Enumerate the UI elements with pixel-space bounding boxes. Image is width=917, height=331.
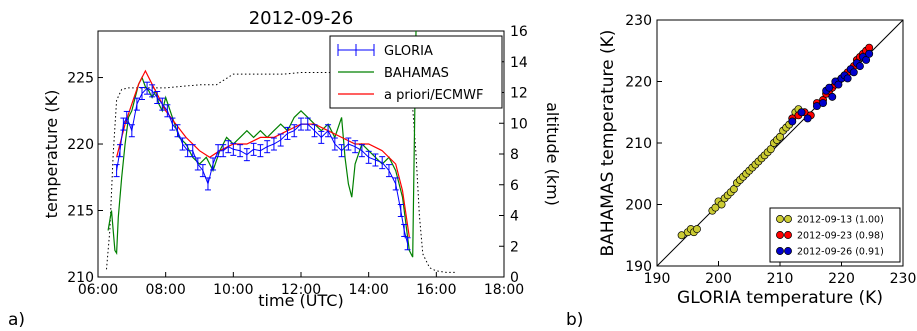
chart-b-y-label: BAHAMAS temperature (K) — [598, 30, 618, 257]
x-tick-label: 06:00 — [78, 282, 118, 298]
x-tick-label: 16:00 — [416, 282, 456, 298]
chart-a-y-label: temperature (K) — [42, 90, 61, 219]
chart-b-legend: 2012-09-13 (1.00) 2012-09-23 (0.98) 2012-0… — [769, 207, 901, 263]
x-tick-label: 08:00 — [145, 282, 185, 298]
chart-b-x-label: GLORIA temperature (K) — [677, 288, 883, 308]
panel-b: b) 190 200 210 220 230 190 200 210 220 230 GLORI… — [566, 13, 916, 330]
point-series-3 — [865, 49, 874, 58]
point-series-3 — [828, 92, 837, 101]
chart-a-y-axis: 210 215 220 225 — [67, 71, 103, 286]
y-tick-label: 220 — [67, 137, 94, 153]
point-series-1 — [711, 203, 720, 212]
x-tick-label: 230 — [890, 271, 917, 287]
legend-label: BAHAMAS — [384, 66, 449, 81]
y-tick-label: 215 — [67, 204, 94, 220]
chart-a-legend: GLORIA BAHAMAS a priori/ECMWF — [329, 35, 503, 109]
panel-b-label: b) — [566, 310, 583, 330]
y-tick-label: 210 — [625, 136, 652, 152]
legend-label: GLORIA — [384, 44, 433, 59]
legend-marker — [784, 215, 792, 223]
y2-tick-label: 4 — [510, 209, 519, 225]
point-series-1 — [717, 200, 726, 209]
legend-marker — [784, 247, 792, 255]
point-series-3 — [803, 114, 812, 123]
x-tick-label: 200 — [705, 271, 732, 287]
y-tick-label: 230 — [625, 13, 652, 29]
y2-tick-label: 6 — [510, 178, 519, 194]
chart-b-y-axis: 190 200 210 220 230 — [625, 13, 662, 275]
y2-tick-label: 12 — [510, 86, 528, 102]
y-tick-label: 225 — [67, 71, 94, 87]
point-series-1 — [776, 132, 784, 141]
chart-a-x-label: time (UTC) — [258, 291, 343, 310]
chart-a-y2-axis: 0 2 4 6 8 10 12 14 16 — [499, 24, 528, 286]
y-tick-label: 190 — [625, 259, 652, 275]
point-series-1 — [766, 145, 775, 154]
legend-label: 2012-09-26 (0.91) — [797, 247, 884, 258]
y-tick-label: 200 — [625, 198, 652, 214]
point-series-3 — [819, 99, 828, 107]
point-series-3 — [856, 62, 864, 71]
legend-label: a priori/ECMWF — [384, 88, 483, 103]
y2-tick-label: 8 — [510, 147, 519, 163]
y-tick-label: 210 — [67, 270, 94, 286]
point-series-3 — [862, 56, 871, 64]
y-tick-label: 220 — [625, 75, 652, 91]
x-tick-label: 190 — [644, 271, 671, 287]
chart-a-y2-label: altitude (km) — [543, 102, 562, 206]
legend-marker — [776, 215, 784, 223]
panel-a: a) 2012-09-26 06:00 08:00 10:00 12:00 14:00 1… — [8, 8, 562, 330]
chart-b-points — [677, 43, 874, 240]
x-tick-label: 10:00 — [213, 282, 253, 298]
point-series-3 — [834, 80, 843, 89]
chart-a-title: 2012-09-26 — [249, 8, 354, 29]
x-tick-label: 14:00 — [348, 282, 388, 298]
chart-a-x-axis: 06:00 08:00 10:00 12:00 14:00 16:00 18:00 — [78, 272, 524, 298]
y2-tick-label: 10 — [510, 116, 528, 132]
y2-tick-label: 2 — [510, 239, 519, 255]
legend-label: 2012-09-13 (1.00) — [797, 215, 884, 226]
point-series-3 — [788, 117, 797, 126]
point-series-1 — [729, 185, 738, 194]
point-series-3 — [849, 68, 858, 77]
legend-marker — [776, 231, 784, 239]
y2-tick-label: 14 — [510, 55, 528, 71]
legend-marker — [776, 247, 784, 255]
chart-b-x-axis: 190 200 210 220 230 — [644, 261, 917, 287]
point-series-3 — [825, 83, 834, 92]
x-tick-label: 12:00 — [281, 282, 321, 298]
legend-label: 2012-09-23 (0.98) — [797, 231, 884, 242]
series-gloria-line — [116, 87, 409, 244]
chart-a-series — [106, 31, 457, 273]
y2-tick-label: 16 — [510, 24, 528, 40]
x-tick-label: 220 — [828, 271, 855, 287]
point-series-1 — [677, 231, 686, 240]
legend-marker — [784, 231, 792, 239]
point-series-3 — [812, 102, 821, 111]
panel-a-label: a) — [8, 310, 25, 330]
point-series-3 — [797, 108, 806, 117]
point-series-1 — [693, 225, 701, 234]
series-a-priori-ecmwf-line — [116, 69, 410, 238]
x-tick-label: 18:00 — [484, 282, 524, 298]
y2-tick-label: 0 — [510, 270, 519, 286]
chart-b-one-to-one-line — [656, 19, 904, 267]
point-series-3 — [843, 74, 852, 83]
x-tick-label: 210 — [767, 271, 794, 287]
